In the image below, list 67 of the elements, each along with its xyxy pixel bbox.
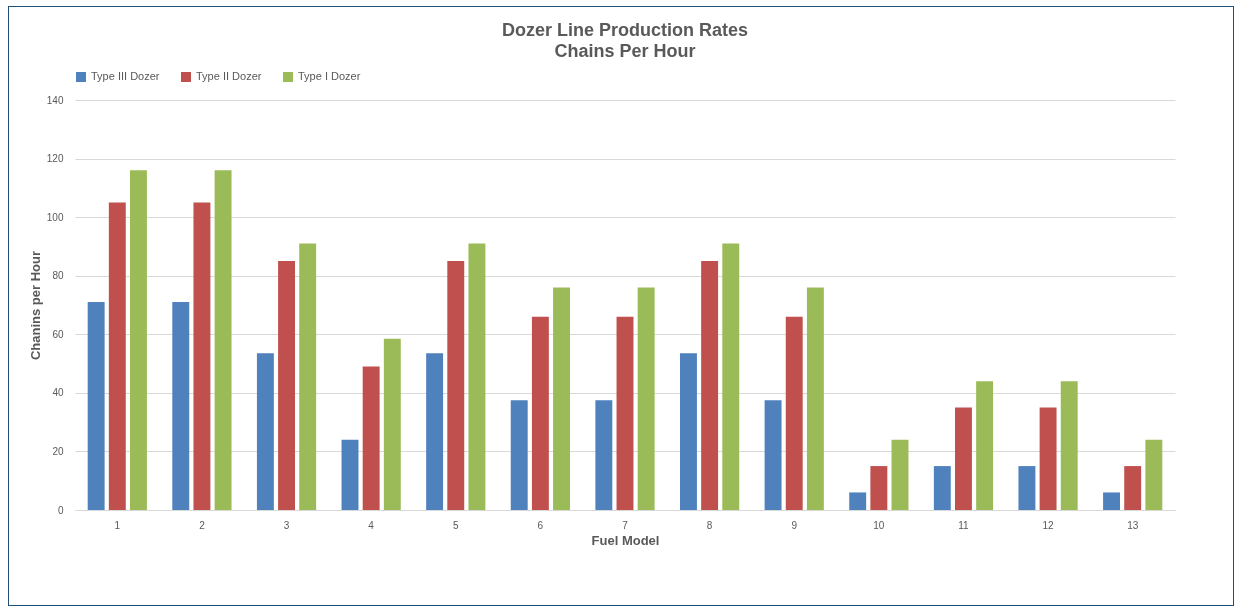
y-tick-label: 140 [46, 94, 64, 106]
y-tick-label: 20 [52, 445, 64, 457]
bar [722, 243, 740, 510]
bar [299, 243, 317, 510]
x-tick-label: 8 [706, 519, 713, 531]
bar [849, 492, 867, 510]
x-tick-label: 9 [791, 519, 798, 531]
y-tick-label: 120 [46, 153, 64, 165]
bar [362, 366, 380, 510]
y-tick-label: 40 [52, 387, 64, 399]
x-tick-label: 11 [958, 519, 970, 531]
x-tick-label: 3 [283, 519, 290, 531]
x-tick-label: 6 [537, 519, 544, 531]
bar [785, 316, 803, 510]
bar [426, 353, 444, 510]
bar [701, 261, 719, 510]
bar [870, 466, 888, 510]
bar [510, 400, 528, 510]
bar [341, 439, 359, 510]
x-tick-label: 2 [199, 519, 206, 531]
x-tick-label: 10 [873, 519, 885, 531]
y-tick-label: 0 [57, 504, 64, 516]
bar [1145, 439, 1163, 510]
bar [193, 202, 211, 510]
x-tick-label: 7 [622, 519, 629, 531]
bar [130, 170, 147, 510]
bar [1039, 407, 1057, 510]
bar [447, 261, 465, 510]
y-tick-label: 100 [46, 211, 64, 223]
bar [468, 243, 486, 510]
legend-label: Type I Dozer [298, 70, 361, 82]
bar [616, 316, 634, 510]
bar [891, 439, 909, 510]
y-axis-title: Chanins per Hour [27, 250, 43, 361]
bar [595, 400, 613, 510]
chart-title: Dozer Line Production Rates [501, 20, 749, 40]
bar [553, 287, 570, 510]
bar [680, 353, 697, 510]
bar [87, 302, 105, 510]
bar [955, 407, 972, 510]
x-tick-label: 13 [1127, 519, 1139, 531]
x-axis-title: Fuel Model [591, 532, 660, 548]
bar [1103, 492, 1120, 510]
legend-label: Type II Dozer [196, 70, 262, 82]
bar [1060, 381, 1078, 510]
x-tick-label: 1 [114, 519, 121, 531]
bar [108, 202, 126, 510]
x-tick-label: 5 [452, 519, 459, 531]
bar [637, 287, 655, 510]
x-tick-label: 4 [368, 519, 375, 531]
bar [1124, 466, 1142, 510]
bar [764, 400, 782, 510]
bar [933, 466, 951, 510]
bar [531, 316, 549, 510]
bar [214, 170, 232, 510]
bar [1018, 466, 1036, 510]
bar [278, 261, 295, 510]
bar [976, 381, 994, 510]
bar [172, 302, 190, 510]
y-tick-label: 60 [52, 328, 64, 340]
y-tick-label: 80 [52, 270, 64, 282]
chart-subtitle: Chains Per Hour [554, 41, 696, 61]
legend-label: Type III Dozer [91, 70, 160, 82]
x-tick-label: 12 [1042, 519, 1055, 531]
bar [806, 287, 824, 510]
bar [256, 353, 274, 510]
bar [383, 338, 401, 510]
